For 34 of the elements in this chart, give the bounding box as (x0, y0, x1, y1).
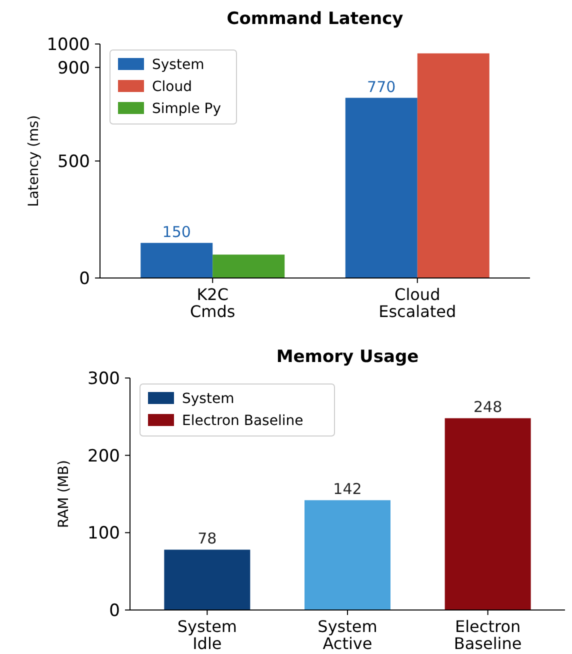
legend-label: Cloud (152, 78, 192, 95)
bar (140, 242, 213, 278)
x-tick-label: System Active (318, 617, 378, 653)
data-label: 78 (198, 530, 217, 548)
y-tick-label: 0 (79, 268, 90, 289)
x-tick-label: Cloud Escalated (378, 285, 456, 321)
data-label: 142 (333, 480, 362, 498)
bar (212, 254, 285, 278)
chart-title: Memory Usage (276, 347, 419, 367)
bar (444, 418, 531, 610)
y-axis-title: RAM (MB) (56, 460, 72, 528)
y-tick-label: 500 (58, 152, 90, 172)
bar (304, 500, 390, 610)
bar (164, 550, 250, 610)
y-tick-label: 300 (88, 368, 120, 389)
y-tick-label: 100 (88, 524, 120, 544)
y-tick-label: 200 (88, 446, 120, 466)
legend-label: Electron Baseline (182, 412, 304, 429)
y-axis-title: Latency (ms) (26, 115, 42, 207)
legend-label: System (152, 56, 204, 73)
x-tick-label: K2C Cmds (190, 285, 236, 321)
data-label: 770 (367, 78, 396, 96)
x-tick-label: System Idle (177, 617, 238, 653)
x-tick-label: Electron Baseline (454, 617, 522, 653)
y-tick-label: 1000 (46, 34, 90, 55)
data-label: 150 (162, 222, 191, 241)
bar (345, 98, 418, 278)
y-tick-label: 900 (58, 58, 90, 78)
data-label: 248 (474, 398, 502, 416)
legend-label: Simple Py (152, 100, 221, 117)
y-tick-label: 0 (109, 600, 120, 621)
chart-title: Command Latency (226, 9, 404, 29)
legend-label: System (182, 390, 234, 407)
bar (417, 53, 490, 278)
